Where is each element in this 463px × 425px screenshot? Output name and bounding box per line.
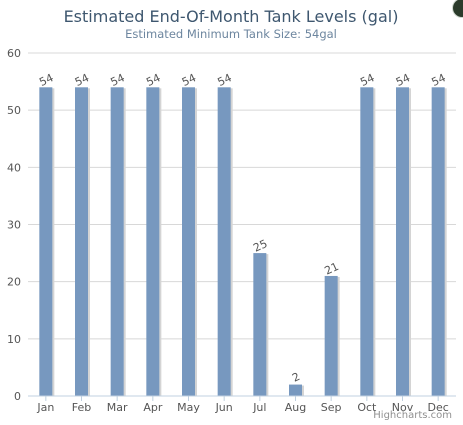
y-tick-label: 30 xyxy=(7,219,21,232)
data-label: 54 xyxy=(216,71,234,89)
bar[interactable] xyxy=(217,87,231,397)
bar[interactable] xyxy=(431,87,445,397)
y-tick-label: 40 xyxy=(7,161,21,174)
y-tick-label: 60 xyxy=(7,47,21,60)
chart-title: Estimated End-Of-Month Tank Levels (gal) xyxy=(64,7,399,26)
y-tick-label: 0 xyxy=(14,390,21,403)
x-tick-label: Aug xyxy=(285,401,306,414)
x-tick-label: Feb xyxy=(72,401,91,414)
bar[interactable] xyxy=(360,87,374,397)
bars xyxy=(39,87,447,397)
data-label: 54 xyxy=(180,71,198,89)
x-tick-label: Dec xyxy=(428,401,449,414)
y-tick-label: 20 xyxy=(7,276,21,289)
data-label: 54 xyxy=(37,71,55,89)
y-axis: 0 10 20 30 40 50 60 xyxy=(7,47,21,403)
data-label: 54 xyxy=(358,71,376,89)
x-tick-label: May xyxy=(177,401,200,414)
bar[interactable] xyxy=(182,87,195,397)
bar[interactable] xyxy=(289,384,302,396)
bar[interactable] xyxy=(39,87,53,397)
y-tick-label: 10 xyxy=(7,333,21,346)
x-tick-label: Oct xyxy=(357,401,377,414)
x-tick-label: Jul xyxy=(252,401,266,414)
data-label: 54 xyxy=(73,71,91,89)
data-label: 54 xyxy=(109,71,127,89)
x-tick-label: Sep xyxy=(321,401,342,414)
data-label: 54 xyxy=(144,71,162,89)
data-label: 2 xyxy=(290,370,302,385)
bar[interactable] xyxy=(253,253,267,396)
bar[interactable] xyxy=(396,87,409,397)
bar[interactable] xyxy=(324,275,338,396)
x-tick-label: Mar xyxy=(107,401,128,414)
data-label: 21 xyxy=(323,260,341,278)
data-labels: 54 54 54 54 54 54 25 2 21 54 54 54 xyxy=(37,71,448,384)
x-tick-label: Apr xyxy=(143,401,163,414)
y-tick-label: 50 xyxy=(7,104,21,117)
data-label: 54 xyxy=(394,71,412,89)
bar[interactable] xyxy=(110,87,124,397)
chart-subtitle: Estimated Minimum Tank Size: 54gal xyxy=(125,27,337,41)
x-tick-label: Jun xyxy=(215,401,233,414)
grid xyxy=(28,52,456,397)
bar[interactable] xyxy=(146,87,160,397)
x-tick-label: Nov xyxy=(392,401,414,414)
data-label: 25 xyxy=(251,237,269,255)
x-tick-label: Jan xyxy=(36,401,54,414)
credits[interactable]: Highcharts.com xyxy=(373,410,452,421)
data-label: 54 xyxy=(430,71,448,89)
x-axis: Jan Feb Mar Apr May Jun Jul Aug Sep Oct Nov Dec xyxy=(28,395,456,414)
bar[interactable] xyxy=(75,87,88,397)
